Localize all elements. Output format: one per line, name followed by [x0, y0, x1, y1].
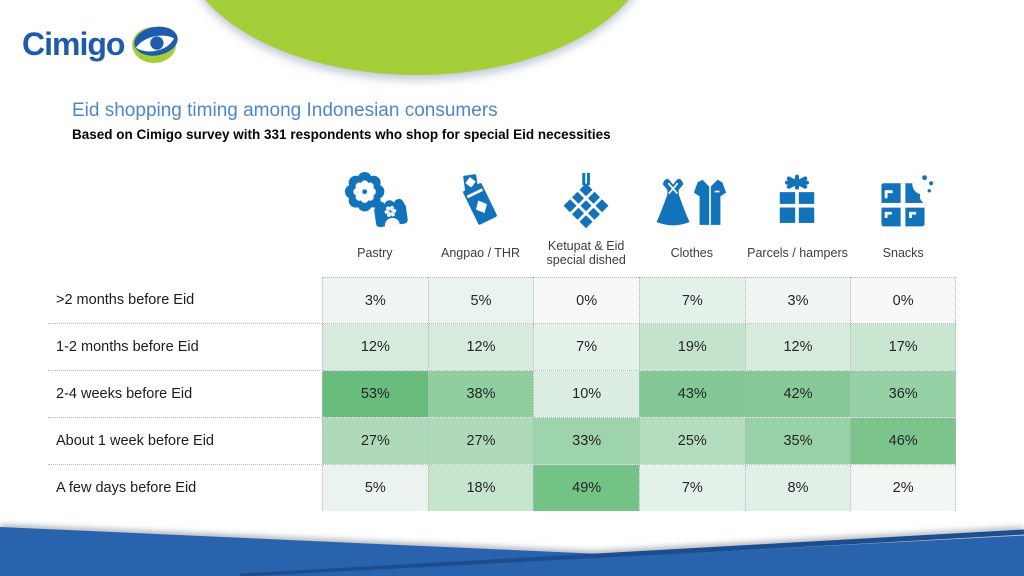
heat-cell: 42% — [744, 371, 851, 417]
pastry-icon — [344, 171, 408, 228]
decor-green-blob — [182, 0, 652, 75]
cimigo-eye-icon — [132, 26, 179, 64]
column-label: Ketupat & Eid special dished — [546, 238, 626, 267]
heat-cell: 3% — [322, 277, 428, 323]
column-header-angpao: Angpao / THR — [428, 146, 534, 268]
heat-cell: 27% — [427, 418, 534, 464]
cimigo-logo: Cimigo — [22, 24, 179, 64]
heat-cell: 33% — [533, 418, 639, 464]
heat-cell: 38% — [427, 371, 534, 417]
heat-cell: 0% — [850, 277, 956, 323]
heat-cell: 43% — [638, 371, 745, 417]
column-header-clothes: Clothes — [639, 146, 745, 268]
clothes-icon — [656, 178, 726, 226]
table-row: >2 months before Eid 3% 5% 0% 7% 3% 0% — [48, 277, 956, 324]
logo-text: Cimigo — [22, 25, 125, 62]
column-label: Parcels / hampers — [747, 245, 848, 260]
heat-cell: 7% — [533, 324, 639, 370]
column-header-ketupat: Ketupat & Eid special dished — [533, 146, 639, 268]
heat-cell: 7% — [638, 277, 745, 323]
column-header-parcels: Parcels / hampers — [745, 146, 851, 268]
heatmap-table: >2 months before Eid 3% 5% 0% 7% 3% 0% 1… — [48, 277, 956, 511]
page-title: Eid shopping timing among Indonesian con… — [72, 100, 498, 121]
heat-cell: 5% — [322, 465, 428, 511]
heat-cell: 36% — [850, 371, 956, 417]
angpao-icon — [463, 174, 498, 225]
table-row: 1-2 months before Eid 12% 12% 7% 19% 12%… — [48, 324, 956, 371]
footer-wave — [0, 527, 1024, 576]
column-label: Snacks — [882, 245, 924, 260]
heat-cell: 0% — [533, 277, 639, 323]
heat-cell: 8% — [744, 465, 851, 511]
row-label: >2 months before Eid — [56, 292, 195, 308]
heat-cell: 7% — [638, 465, 745, 511]
heat-cell: 12% — [322, 324, 428, 370]
row-label: 2-4 weeks before Eid — [56, 386, 193, 402]
ketupat-icon — [563, 172, 609, 229]
heat-cell: 53% — [322, 371, 428, 417]
row-label: About 1 week before Eid — [56, 433, 214, 449]
column-header-pastry: Pastry — [322, 146, 428, 268]
row-label: A few days before Eid — [56, 480, 197, 496]
column-headers: Pastry Angpao / THR — [322, 146, 956, 268]
heat-cell: 19% — [638, 324, 745, 370]
table-row: About 1 week before Eid 27% 27% 33% 25% … — [48, 418, 956, 465]
table-row: 2-4 weeks before Eid 53% 38% 10% 43% 42%… — [48, 371, 956, 418]
heat-cell: 3% — [744, 277, 851, 323]
heat-cell: 35% — [744, 418, 851, 464]
column-label: Clothes — [670, 245, 714, 260]
heat-cell: 12% — [744, 324, 851, 370]
table-row: A few days before Eid 5% 18% 49% 7% 8% 2… — [48, 465, 956, 511]
column-label: Pastry — [357, 245, 393, 260]
column-header-snacks: Snacks — [850, 146, 956, 268]
heat-cell: 5% — [427, 277, 534, 323]
heat-cell: 49% — [533, 465, 639, 511]
row-label: 1-2 months before Eid — [56, 339, 199, 355]
heat-cell: 2% — [850, 465, 956, 511]
heat-cell: 18% — [427, 465, 534, 511]
heat-cell: 25% — [638, 418, 745, 464]
heat-cell: 12% — [427, 324, 534, 370]
snack-bar-icon — [881, 173, 934, 227]
page-subtitle: Based on Cimigo survey with 331 responde… — [72, 127, 611, 142]
heat-cell: 27% — [322, 418, 428, 464]
heat-cell: 46% — [850, 418, 956, 464]
column-label: Angpao / THR — [441, 245, 520, 260]
gift-box-icon — [780, 174, 815, 223]
heat-cell: 17% — [850, 324, 956, 370]
heat-cell: 10% — [533, 371, 639, 417]
